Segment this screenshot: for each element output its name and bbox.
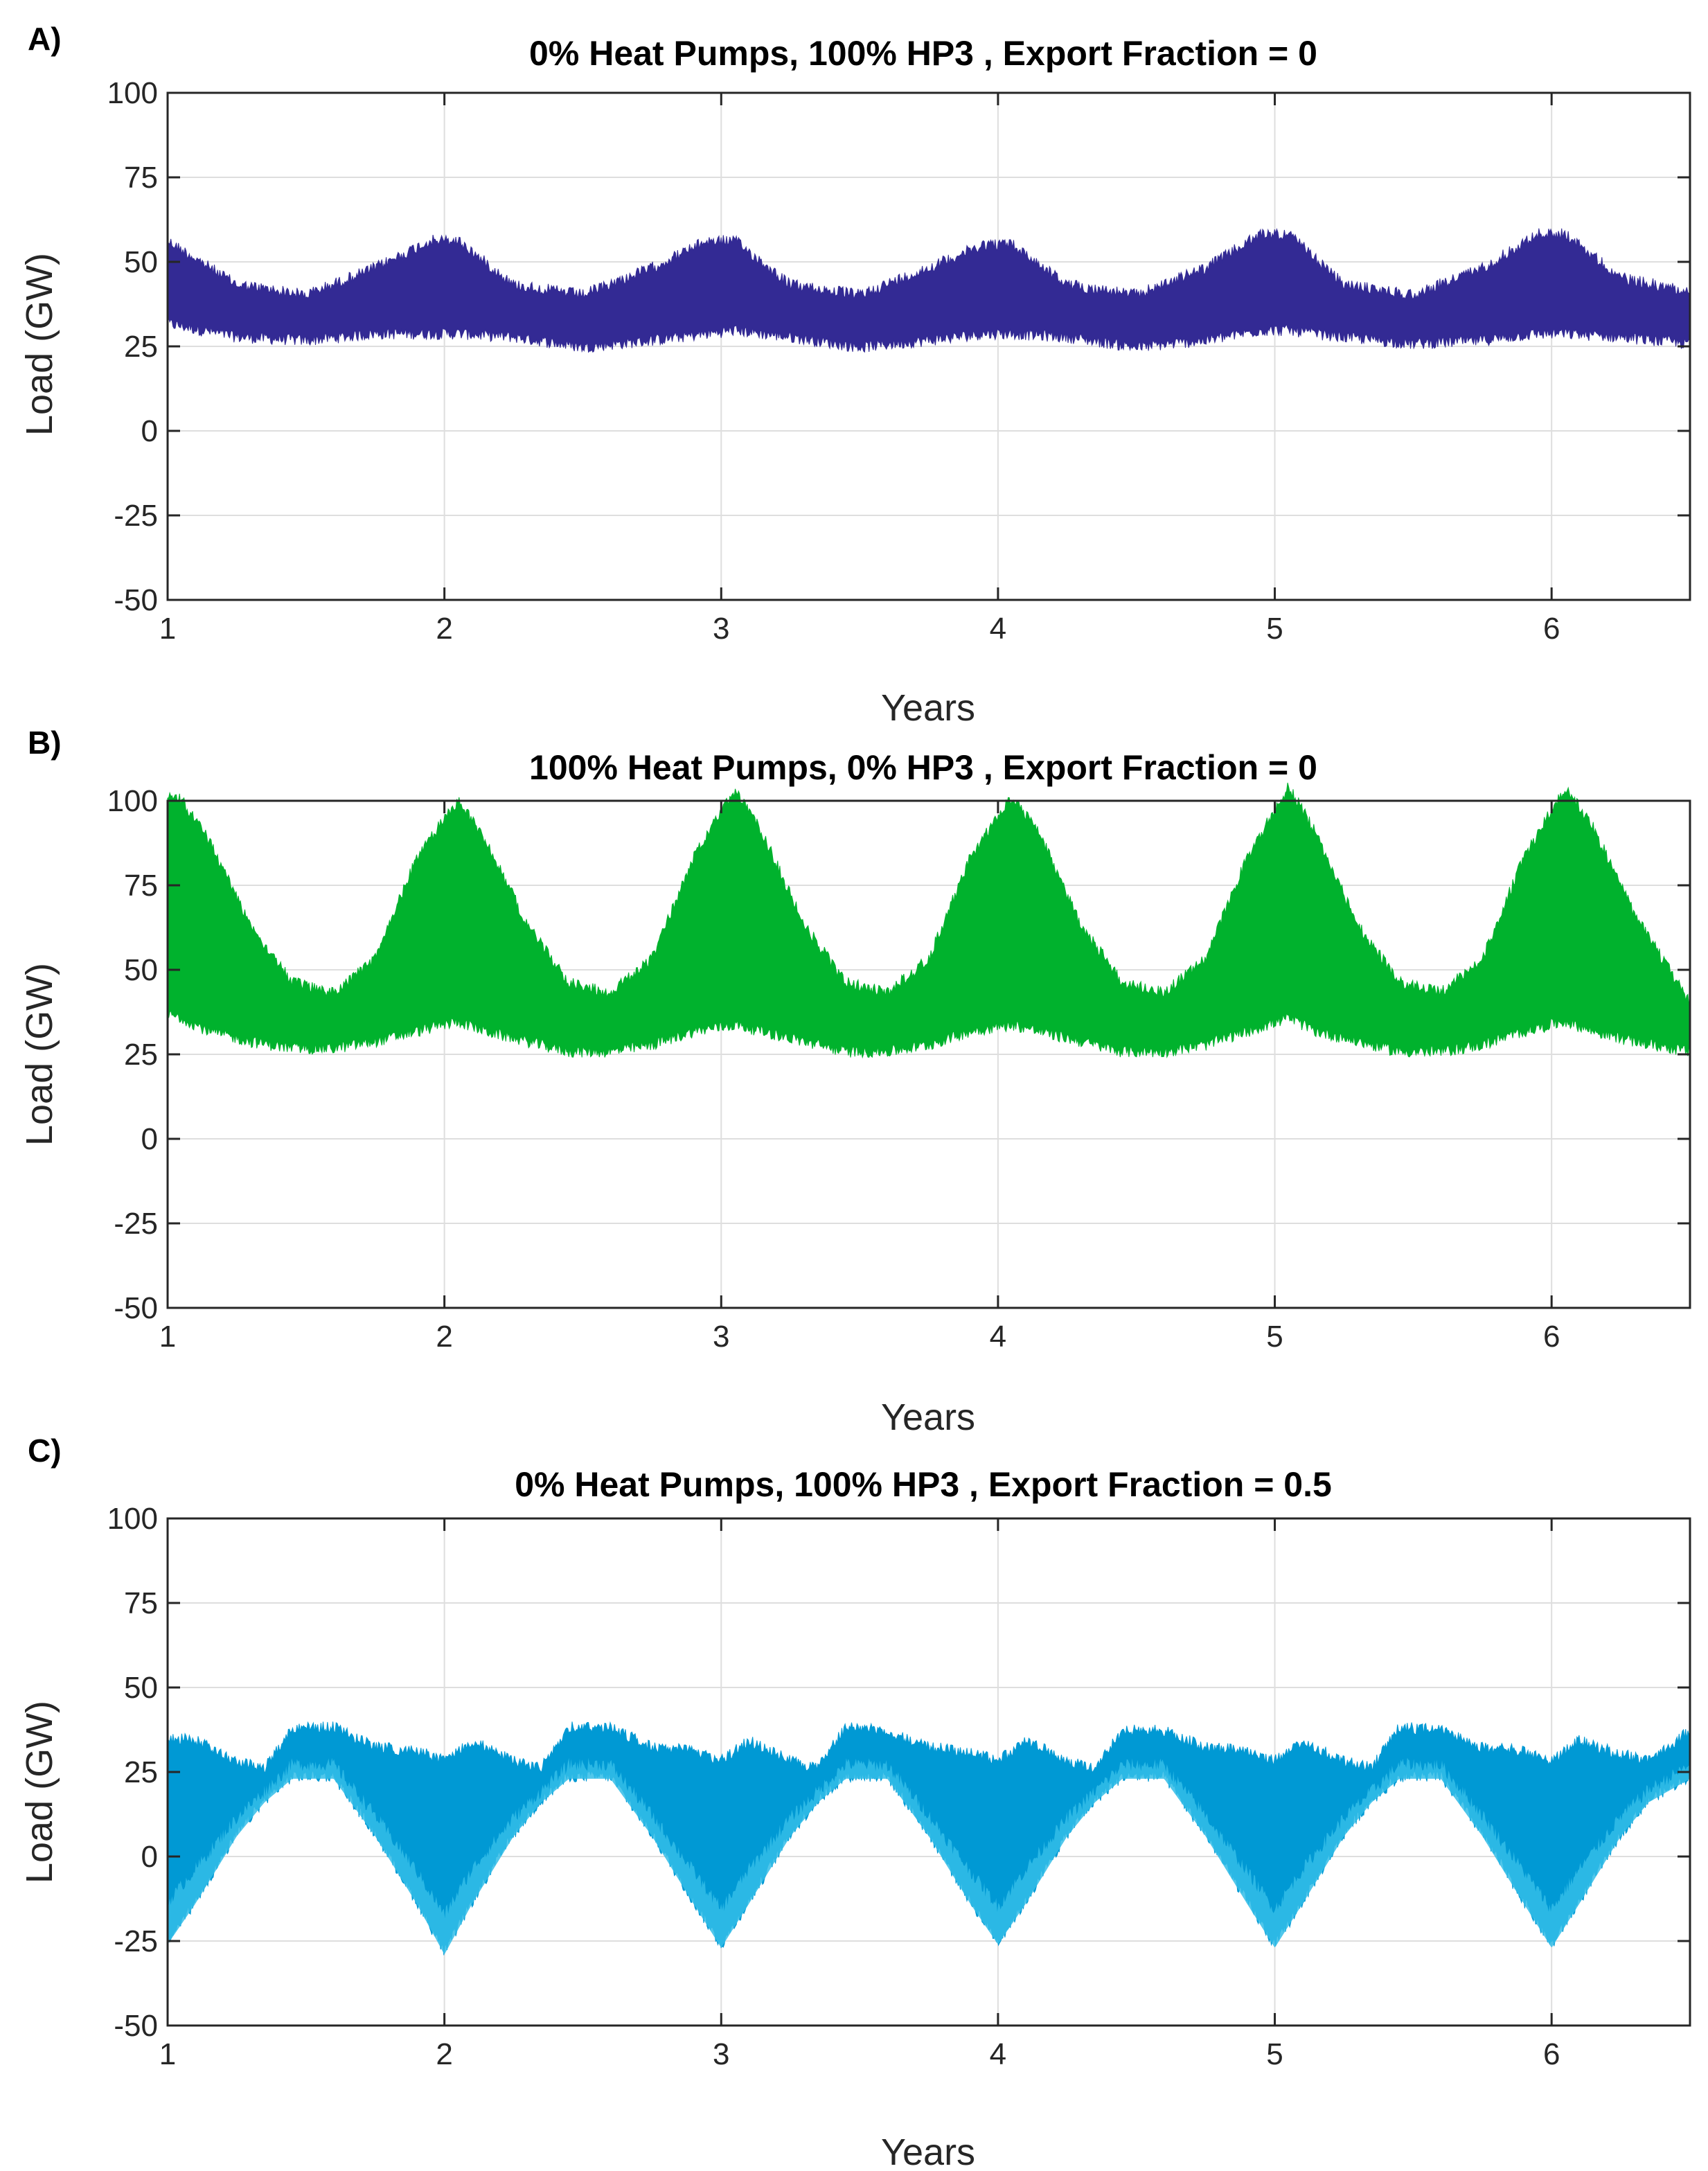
x-tick-label: 6 <box>1543 1320 1560 1354</box>
x-tick-label: 4 <box>990 2037 1006 2071</box>
y-tick-label: 100 <box>107 76 158 110</box>
x-tick-label: 5 <box>1266 1320 1283 1354</box>
y-tick-label: 75 <box>124 1586 158 1620</box>
panel-label: B) <box>28 725 62 761</box>
y-tick-label: -25 <box>114 1207 158 1241</box>
y-tick-label: 75 <box>124 161 158 195</box>
chart-title: 100% Heat Pumps, 0% HP3 , Export Fractio… <box>529 748 1317 787</box>
y-axis-label: Load (GW) <box>19 1701 60 1884</box>
y-tick-label: 0 <box>141 1122 158 1156</box>
panel-label: C) <box>28 1433 62 1469</box>
x-tick-label: 2 <box>436 612 452 646</box>
x-tick-label: 4 <box>990 1320 1006 1354</box>
x-tick-label: 3 <box>713 612 729 646</box>
y-tick-label: 100 <box>107 784 158 818</box>
y-tick-label: -50 <box>114 1291 158 1325</box>
y-tick-label: 25 <box>124 1755 158 1789</box>
chart-title: 0% Heat Pumps, 100% HP3 , Export Fractio… <box>529 34 1317 73</box>
y-axis-label: Load (GW) <box>19 253 60 436</box>
x-axis-label: Years <box>881 1397 975 1438</box>
x-axis-label: Years <box>881 2132 975 2171</box>
x-tick-label: 5 <box>1266 612 1283 646</box>
x-tick-label: 2 <box>436 2037 452 2071</box>
y-tick-label: 100 <box>107 1502 158 1536</box>
x-tick-label: 1 <box>159 2037 176 2071</box>
x-tick-label: 5 <box>1266 2037 1283 2071</box>
panel-label: A) <box>28 21 62 57</box>
y-tick-label: 75 <box>124 869 158 903</box>
x-tick-label: 1 <box>159 1320 176 1354</box>
series-lower-fringe <box>168 1757 1690 1954</box>
y-tick-label: 50 <box>124 953 158 987</box>
y-tick-label: 0 <box>141 1840 158 1874</box>
x-tick-label: 6 <box>1543 612 1560 646</box>
x-tick-label: 6 <box>1543 2037 1560 2071</box>
panel-c: C) 0% Heat Pumps, 100% HP3 , Export Frac… <box>19 1433 1691 2171</box>
x-tick-label: 4 <box>990 612 1006 646</box>
y-axis-label: Load (GW) <box>19 963 60 1146</box>
y-tick-label: 25 <box>124 1038 158 1072</box>
panel-b: B) 100% Heat Pumps, 0% HP3 , Export Frac… <box>19 725 1691 1438</box>
x-axis-label: Years <box>881 687 975 729</box>
y-tick-label: -50 <box>114 583 158 617</box>
y-tick-label: -25 <box>114 499 158 533</box>
y-tick-label: 25 <box>124 330 158 364</box>
x-tick-label: 1 <box>159 612 176 646</box>
x-tick-label: 3 <box>713 2037 729 2071</box>
y-tick-label: 50 <box>124 1671 158 1705</box>
panel-a: A) 0% Heat Pumps, 100% HP3 , Export Frac… <box>19 21 1691 729</box>
x-tick-label: 2 <box>436 1320 452 1354</box>
x-tick-label: 3 <box>713 1320 729 1354</box>
y-tick-label: -50 <box>114 2009 158 2043</box>
y-tick-label: 0 <box>141 414 158 448</box>
y-tick-label: 50 <box>124 245 158 279</box>
y-tick-label: -25 <box>114 1924 158 1958</box>
chart-title: 0% Heat Pumps, 100% HP3 , Export Fractio… <box>515 1465 1332 1504</box>
